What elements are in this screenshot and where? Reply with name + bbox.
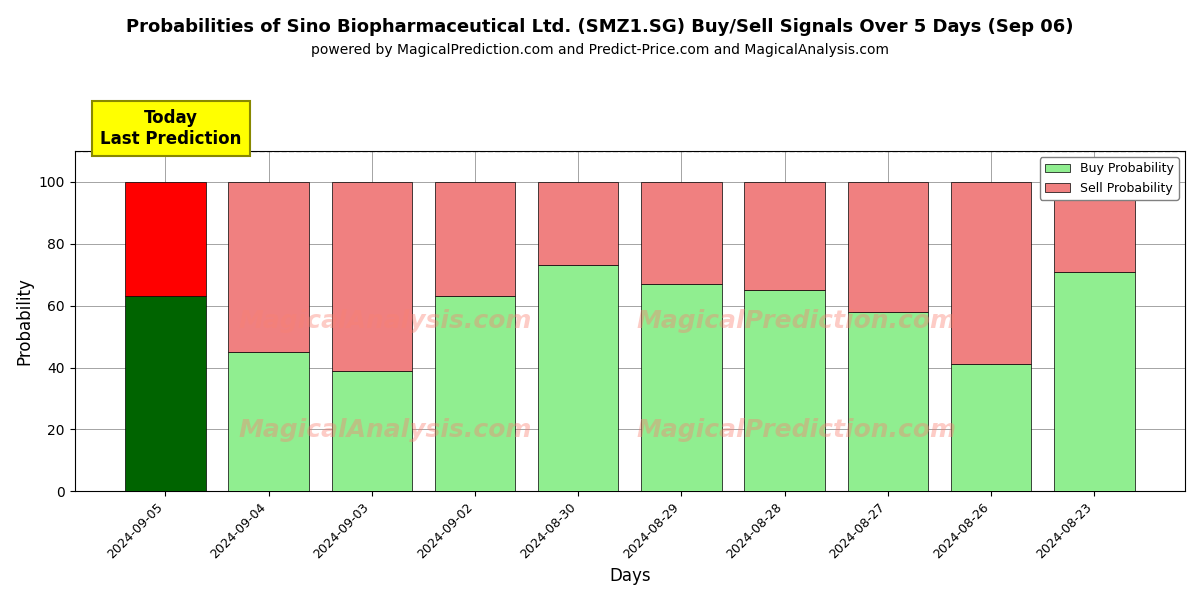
X-axis label: Days: Days [610, 567, 650, 585]
Bar [641, 182, 721, 284]
Bar [744, 182, 824, 290]
Text: powered by MagicalPrediction.com and Predict-Price.com and MagicalAnalysis.com: powered by MagicalPrediction.com and Pre… [311, 43, 889, 57]
Text: MagicalPrediction.com: MagicalPrediction.com [636, 418, 956, 442]
Bar [950, 182, 1031, 364]
Bar [331, 371, 412, 491]
Bar [744, 290, 824, 491]
Bar [434, 296, 515, 491]
Bar [641, 284, 721, 491]
Bar [125, 296, 205, 491]
Bar [847, 182, 928, 312]
Bar [331, 182, 412, 371]
Text: MagicalPrediction.com: MagicalPrediction.com [636, 309, 956, 333]
Bar [228, 352, 308, 491]
Text: MagicalAnalysis.com: MagicalAnalysis.com [239, 309, 533, 333]
Bar [228, 182, 308, 352]
Bar [847, 312, 928, 491]
Text: MagicalAnalysis.com: MagicalAnalysis.com [239, 418, 533, 442]
Legend: Buy Probability, Sell Probability: Buy Probability, Sell Probability [1040, 157, 1178, 200]
Bar [950, 364, 1031, 491]
Bar [1054, 182, 1134, 272]
Bar [434, 182, 515, 296]
Bar [538, 265, 618, 491]
Y-axis label: Probability: Probability [16, 277, 34, 365]
Text: Probabilities of Sino Biopharmaceutical Ltd. (SMZ1.SG) Buy/Sell Signals Over 5 D: Probabilities of Sino Biopharmaceutical … [126, 18, 1074, 36]
Bar [538, 182, 618, 265]
Bar [1054, 272, 1134, 491]
Bar [125, 182, 205, 296]
Text: Today
Last Prediction: Today Last Prediction [100, 109, 241, 148]
